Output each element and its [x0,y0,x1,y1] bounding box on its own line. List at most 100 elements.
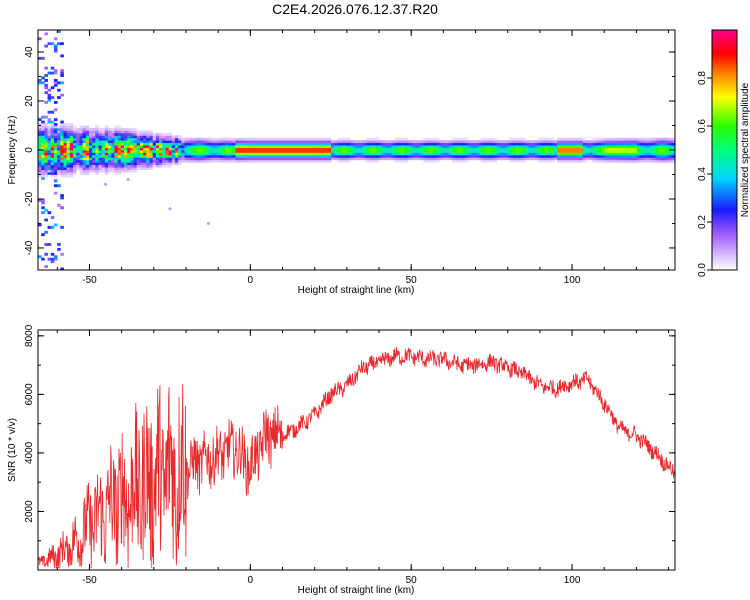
heatmap-cell [305,140,310,144]
heatmap-cell [238,140,243,144]
heatmap-cell [108,147,112,151]
heatmap-cell [655,157,660,161]
heatmap-cell [525,142,529,146]
heatmap-cell [576,159,580,163]
heatmap-cell [168,132,173,136]
heatmap-cell [203,150,208,153]
heatmap-cell [162,147,166,151]
heatmap-cell [649,147,654,151]
heatmap-cell [264,152,268,156]
heatmap-cell [98,167,103,170]
heatmap-cell [283,157,287,161]
heatmap-cell [649,150,654,153]
heatmap-cell [547,137,552,141]
heatmap-cell [385,142,389,146]
heatmap-cell [636,147,641,151]
heatmap-cell [270,142,275,146]
heatmap-cell [130,169,134,173]
heatmap-cell [98,147,103,151]
heatmap-cell [57,81,61,85]
heatmap-cell [636,157,641,161]
heatmap-cell [343,147,348,151]
heatmap-cell [203,154,208,158]
heatmap-cell [302,154,306,158]
heatmap-cell [611,142,615,146]
heatmap-cell [353,150,357,153]
heatmap-cell [63,154,68,158]
heatmap-cell [375,142,380,146]
heatmap-cell [117,164,122,168]
heatmap-cell [76,135,80,139]
heatmap-cell [241,150,246,153]
heatmap-cell [143,137,147,141]
heatmap-cell [512,157,517,161]
heatmap-cell [671,147,675,151]
heatmap-cell [79,127,83,131]
colorbar-tick-label: 0.2 [697,215,708,229]
heatmap-cell [235,157,240,161]
heatmap-cell [200,145,205,148]
heatmap-cell [53,167,58,170]
heatmap-cell [649,154,654,158]
heatmap-cell [318,137,322,141]
heatmap-cell [44,218,48,222]
heatmap-cell [139,164,144,168]
heatmap-cell [69,172,74,175]
heatmap-cell [506,150,510,153]
heatmap-cell [337,145,341,148]
heatmap-cell [114,150,119,153]
heatmap-cell [417,150,421,153]
heatmap-cell [187,147,192,151]
heatmap-cell [85,172,90,175]
heatmap-cell [598,142,603,146]
heatmap-cell [53,152,58,156]
heatmap-cell [245,140,249,144]
heatmap-cell [566,140,571,144]
heatmap-cell [515,140,520,144]
heatmap-cell [219,145,224,148]
heatmap-cell [372,154,377,158]
heatmap-cell [95,142,99,146]
heatmap-cell [95,137,99,141]
heatmap-cell [464,142,469,146]
heatmap-cell [146,130,150,134]
heatmap-cell [633,140,638,144]
heatmap-cell [334,152,338,156]
heatmap-cell [254,150,259,153]
heatmap-cell [127,130,131,134]
heatmap-cell [448,154,453,158]
heatmap-cell [464,150,469,153]
heatmap-cell [407,145,412,148]
heatmap-cell [627,140,631,144]
heatmap-cell [557,154,561,158]
heatmap-cell [273,150,278,153]
heatmap-cell [280,145,284,148]
heatmap-cell [44,147,48,151]
heatmap-cell [95,127,99,131]
heatmap-cell [152,132,157,136]
heatmap-cell [585,157,590,161]
heatmap-cell [356,142,361,146]
heatmap-cell [57,88,61,92]
heatmap-cell [41,145,45,148]
heatmap-cell [601,159,606,163]
heatmap-cell [627,147,631,151]
heatmap-cell [38,255,42,259]
heatmap-cell [343,137,348,141]
heatmap-cell [136,164,141,168]
heatmap-cell [120,142,125,146]
heatmap-cell [483,137,488,141]
heatmap-cell [120,159,125,163]
heatmap-cell [130,132,134,136]
heatmap-cell [197,152,201,156]
heatmap-cell [315,154,319,158]
heatmap-cell [44,83,48,87]
heatmap-cell [254,152,259,156]
heatmap-cell [311,150,316,153]
heatmap-cell [38,142,42,146]
heatmap-cell [394,152,399,156]
heatmap-cell [92,157,96,161]
heatmap-cell [375,140,380,144]
heatmap-cell [245,142,249,146]
